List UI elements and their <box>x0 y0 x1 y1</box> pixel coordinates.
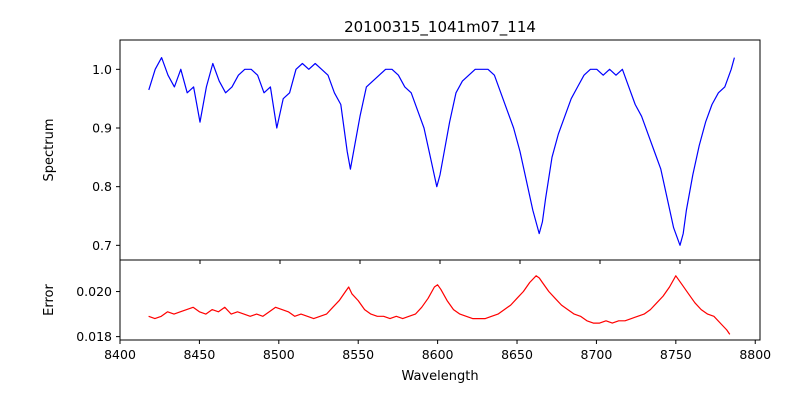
spectrum-ticks: 0.7 0.8 0.9 1.0 <box>92 62 761 264</box>
error-ticks: 8400 8450 8500 8550 8600 8650 8700 8750 8800 0.01… <box>76 284 771 362</box>
error-y-axis-label: Error <box>42 284 57 316</box>
spectrum-y-tick-label: 0.7 <box>92 238 112 253</box>
x-tick-label: 8500 <box>263 347 295 362</box>
x-tick-label: 8750 <box>660 347 692 362</box>
spectrum-y-tick-label: 0.8 <box>92 179 112 194</box>
error-axes-frame <box>119 259 761 341</box>
x-tick-label: 8450 <box>183 347 215 362</box>
error-panel: 8400 8450 8500 8550 8600 8650 8700 8750 8800 0.01… <box>76 259 771 362</box>
spectrum-y-tick-label: 1.0 <box>92 62 112 77</box>
spectrum-y-axis-label: Spectrum <box>42 119 57 182</box>
x-axis-label: Wavelength <box>401 369 478 384</box>
error-series-line <box>148 275 731 335</box>
spectrum-panel: 0.7 0.8 0.9 1.0 <box>92 39 761 264</box>
x-tick-label: 8800 <box>739 347 771 362</box>
x-tick-label: 8400 <box>104 347 136 362</box>
error-y-tick-label: 0.018 <box>76 329 112 344</box>
spectrum-series-line <box>148 56 735 246</box>
x-tick-label: 8650 <box>501 347 533 362</box>
spectrum-y-tick-label: 0.9 <box>92 121 112 136</box>
chart-title: 20100315_1041m07_114 <box>344 18 536 37</box>
x-tick-label: 8600 <box>422 347 454 362</box>
error-y-tick-label: 0.020 <box>76 284 112 299</box>
x-tick-label: 8550 <box>342 347 374 362</box>
x-tick-label: 8700 <box>581 347 613 362</box>
